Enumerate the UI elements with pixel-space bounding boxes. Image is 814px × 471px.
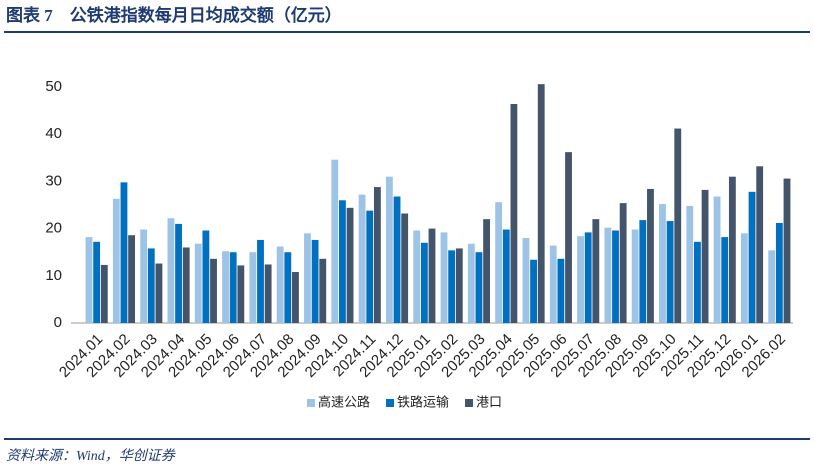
- bar: [448, 250, 456, 323]
- bar: [264, 264, 272, 323]
- bar: [612, 230, 619, 323]
- bar: [495, 202, 503, 323]
- bar: [565, 152, 572, 323]
- y-tick-label: 0: [54, 314, 62, 331]
- y-tick-label: 20: [45, 220, 62, 237]
- bar: [619, 203, 627, 323]
- bar: [276, 246, 284, 323]
- bar: [420, 242, 428, 323]
- bar: [584, 232, 592, 323]
- bar: [413, 230, 421, 323]
- bar: [502, 229, 510, 323]
- bar: [639, 220, 647, 323]
- bar: [455, 248, 463, 323]
- legend-swatch: [465, 399, 474, 407]
- bar: [510, 103, 518, 323]
- bar: [768, 250, 776, 323]
- bar: [674, 128, 682, 323]
- legend-swatch: [386, 399, 395, 407]
- legend-label: 港口: [476, 394, 502, 409]
- bar: [783, 178, 791, 323]
- bar: [537, 84, 545, 323]
- bar: [440, 232, 448, 323]
- bar: [229, 252, 237, 323]
- bar: [304, 233, 311, 323]
- bar: [284, 252, 292, 323]
- bar: [249, 252, 257, 323]
- bar: [592, 219, 600, 323]
- bar: [358, 194, 366, 323]
- bar: [631, 229, 639, 323]
- bar: [346, 207, 354, 323]
- bar: [721, 237, 729, 323]
- legend-label: 高速公路: [318, 394, 370, 409]
- source-note: 资料来源：Wind，华创证券: [6, 448, 176, 464]
- bar: [694, 241, 701, 323]
- bar: [112, 198, 120, 323]
- bar: [140, 229, 148, 323]
- bar: [311, 239, 319, 323]
- bar: [93, 241, 101, 323]
- bar: [701, 189, 709, 323]
- bar: [366, 210, 374, 323]
- bar: [659, 204, 666, 323]
- bar: [128, 235, 136, 323]
- bar: [202, 230, 210, 323]
- bar: [257, 239, 264, 323]
- y-tick-label: 30: [45, 172, 62, 189]
- bar: [182, 247, 190, 323]
- bar: [604, 227, 612, 323]
- bar: [85, 237, 93, 323]
- bar: [728, 176, 736, 323]
- bar: [557, 258, 565, 323]
- bar: [467, 243, 475, 323]
- bar: [647, 188, 654, 323]
- bar: [339, 200, 346, 323]
- bar: [292, 272, 299, 323]
- legend-swatch: [307, 399, 315, 407]
- bar: [740, 233, 748, 323]
- legend-label: 铁路运输: [397, 394, 449, 409]
- bar: [428, 228, 436, 323]
- bar: [666, 221, 674, 323]
- bar: [522, 238, 530, 323]
- y-tick-label: 40: [45, 125, 62, 142]
- bar: [373, 187, 381, 323]
- bar: [100, 264, 108, 323]
- bar: [577, 236, 584, 323]
- bar: [401, 213, 409, 323]
- bar: [530, 259, 537, 323]
- bar: [155, 263, 163, 323]
- bar: [331, 159, 339, 323]
- bar: [756, 166, 764, 323]
- bar: [549, 245, 557, 323]
- y-tick-label: 10: [45, 267, 62, 284]
- bar: [475, 252, 483, 323]
- bar: [147, 248, 155, 323]
- bar: [385, 176, 393, 323]
- bar: [748, 191, 756, 323]
- bar: [120, 182, 128, 323]
- bar: [775, 222, 783, 323]
- bar: [222, 251, 229, 323]
- bar: [483, 219, 491, 323]
- bar: [319, 258, 327, 323]
- bar: [175, 223, 182, 323]
- bar: [713, 196, 721, 323]
- chart-title: 图表 7 公铁港指数每月日均成交额（亿元）: [6, 5, 342, 25]
- bar: [167, 218, 175, 323]
- bar: [393, 196, 401, 323]
- bar: [237, 265, 245, 323]
- y-tick-label: 50: [45, 78, 62, 95]
- bar: [210, 258, 217, 323]
- bar: [686, 205, 694, 323]
- bar: [194, 243, 202, 323]
